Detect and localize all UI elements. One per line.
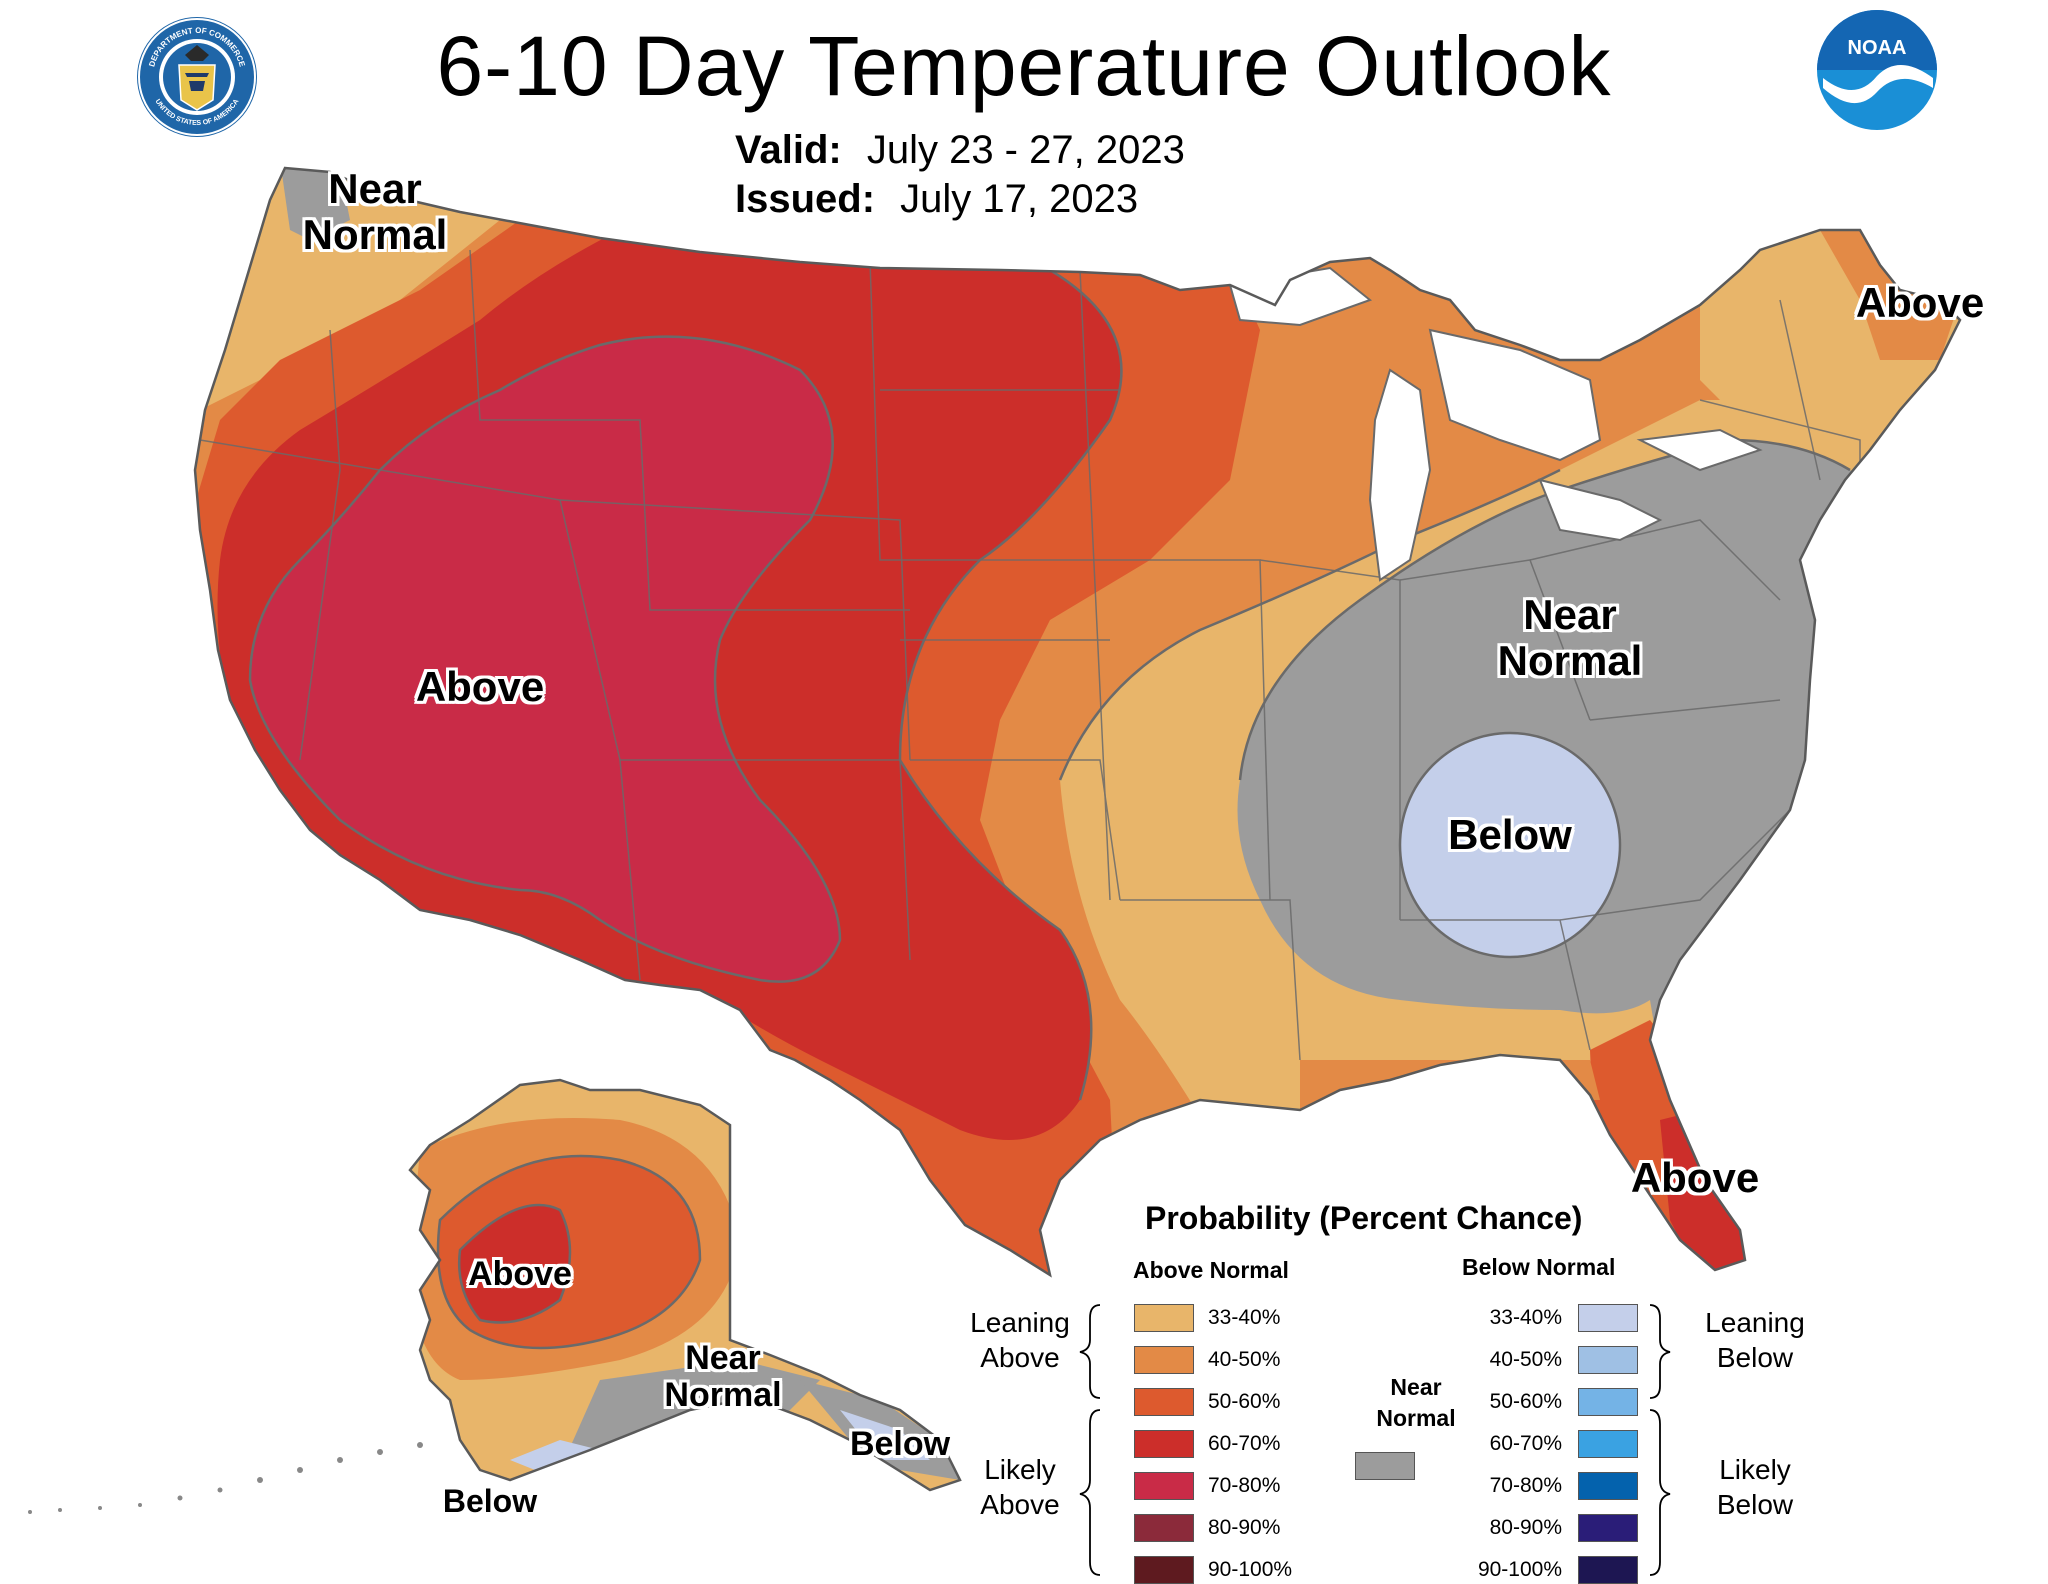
legend-title: Probability (Percent Chance) [1145, 1200, 1583, 1236]
legend-near-normal-swatch [1355, 1452, 1415, 1480]
legend-above-swatch [1134, 1304, 1194, 1332]
legend-above-range: 40-50% [1208, 1348, 1281, 1371]
legend-above-swatch [1134, 1430, 1194, 1458]
legend-near-normal-label: Near Normal [1376, 1374, 1456, 1432]
legend-above-range: 50-60% [1208, 1390, 1281, 1413]
label-fl-above: Above [1630, 1154, 1760, 1201]
legend-below-range: 60-70% [1489, 1432, 1562, 1455]
label-nw-near-normal: Near Normal [302, 165, 448, 259]
legend-below-swatch [1578, 1304, 1638, 1332]
valid-row: Valid: July 23 - 27, 2023 [735, 128, 1185, 173]
legend-above-range: 70-80% [1208, 1474, 1281, 1497]
legend-likely-above-label: Likely Above [980, 1454, 1060, 1520]
legend-below-swatch [1578, 1556, 1638, 1584]
label-ak-near-normal: Near Normal [664, 1339, 782, 1415]
legend-above-swatch [1134, 1346, 1194, 1374]
legend-below-range: 50-60% [1489, 1390, 1562, 1413]
label-west-above: Above [415, 663, 545, 710]
label-east-near-normal: Near Normal [1497, 591, 1643, 685]
legend-above-range: 80-90% [1208, 1516, 1281, 1539]
legend-above-range: 90-100% [1208, 1558, 1293, 1581]
legend-below-swatch [1578, 1346, 1638, 1374]
label-ak-above: Above [468, 1255, 572, 1293]
commerce-seal-logo: DEPARTMENT OF COMMERCE UNITED STATES OF … [135, 15, 260, 140]
legend-above-range: 60-70% [1208, 1432, 1281, 1455]
legend-likely-below-label: Likely Below [1716, 1454, 1794, 1520]
legend-above-swatch [1134, 1514, 1194, 1542]
issued-value: July 17, 2023 [900, 177, 1139, 221]
page-title: 6-10 Day Temperature Outlook [436, 19, 1612, 113]
legend-above-swatch [1134, 1556, 1194, 1584]
legend-below-range: 40-50% [1489, 1348, 1562, 1371]
legend-above-range: 33-40% [1208, 1306, 1281, 1329]
legend-below-range: 33-40% [1489, 1306, 1562, 1329]
legend-below-swatch [1578, 1430, 1638, 1458]
conus-shading [195, 168, 1960, 1275]
valid-label: Valid: [735, 128, 842, 172]
valid-value: July 23 - 27, 2023 [866, 128, 1185, 172]
legend-above-swatch [1134, 1472, 1194, 1500]
legend-below-swatch [1578, 1388, 1638, 1416]
label-ak-below-sw: Below [442, 1483, 538, 1519]
legend-leaning-above-label: Leaning Above [970, 1307, 1070, 1373]
issued-label: Issued: [735, 177, 876, 221]
issued-row: Issued: July 17, 2023 [735, 177, 1138, 222]
legend-below-range: 80-90% [1489, 1516, 1562, 1539]
noaa-logo: NOAA [1815, 8, 1940, 133]
legend-below-range: 70-80% [1489, 1474, 1562, 1497]
label-ne-above: Above [1855, 279, 1985, 326]
legend-below-header: Below Normal [1462, 1254, 1616, 1280]
legend-below-range: 90-100% [1477, 1558, 1562, 1581]
legend-above-swatch [1134, 1388, 1194, 1416]
legend-leaning-below-label: Leaning Below [1705, 1307, 1805, 1373]
legend-above-header: Above Normal [1133, 1257, 1289, 1283]
noaa-logo-text: NOAA [1848, 37, 1907, 59]
legend-below-swatch [1578, 1472, 1638, 1500]
label-ak-below-se: Below [849, 1425, 951, 1463]
legend-below-swatch [1578, 1514, 1638, 1542]
label-se-below: Below [1448, 811, 1572, 858]
